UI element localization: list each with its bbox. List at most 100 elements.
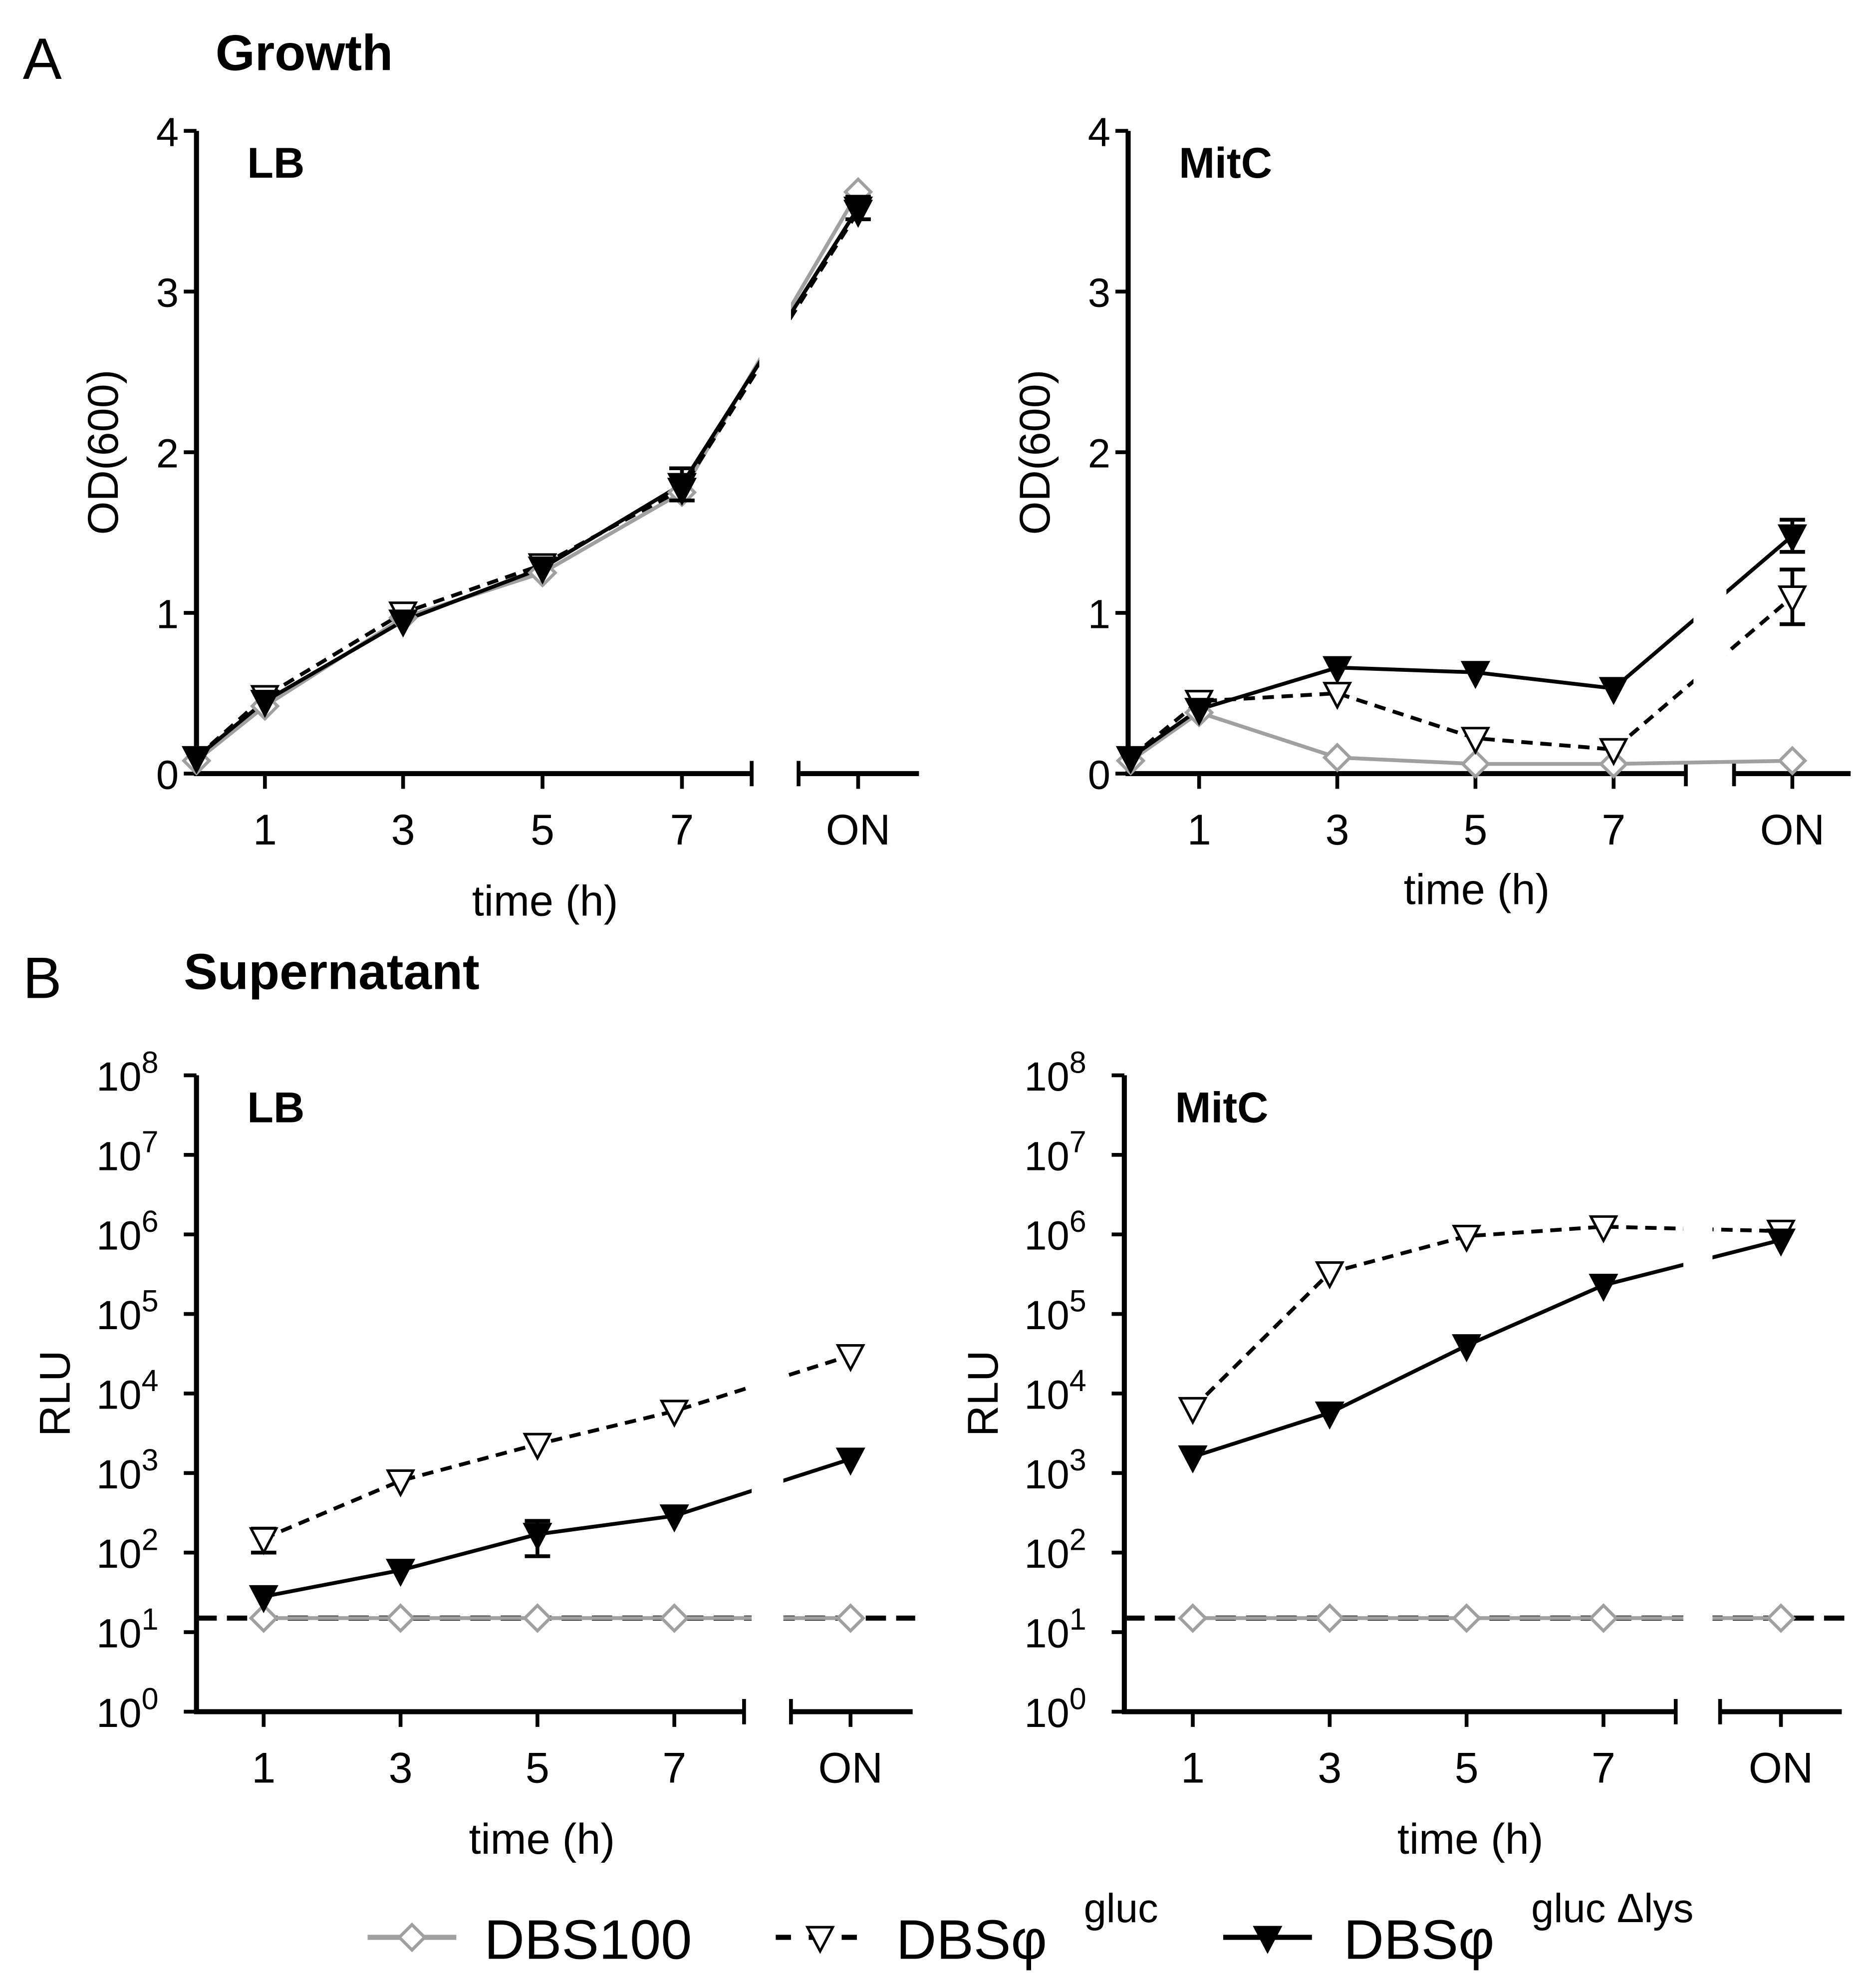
y-tick-label: 101 bbox=[1024, 1602, 1086, 1657]
y-tick-label: 2 bbox=[156, 431, 179, 477]
data-point-series-1 bbox=[249, 1527, 278, 1555]
x-tick-label: 3 bbox=[391, 806, 415, 854]
chart-title: MitC bbox=[1179, 139, 1272, 187]
y-tick-label: 4 bbox=[156, 110, 179, 155]
y-tick-label: 3 bbox=[1088, 271, 1110, 316]
y-tick-label: 106 bbox=[1024, 1204, 1086, 1259]
data-point-series-1 bbox=[385, 1469, 416, 1498]
data-point-series-2 bbox=[659, 1504, 689, 1533]
x-tick-label: 5 bbox=[531, 806, 554, 854]
y-tick-label: 1 bbox=[156, 591, 179, 637]
data-point-series-2 bbox=[667, 473, 697, 501]
y-axis-label: OD(600) bbox=[79, 370, 127, 535]
axis-break-gap bbox=[1683, 1075, 1713, 1674]
data-point-series-0 bbox=[249, 1603, 279, 1633]
data-point-series-2 bbox=[1315, 1401, 1344, 1430]
data-point-series-2 bbox=[1322, 656, 1352, 684]
x-tick-label: 7 bbox=[1592, 1744, 1615, 1792]
data-point-series-0 bbox=[659, 1603, 690, 1633]
x-tick-label: 1 bbox=[1187, 806, 1211, 854]
data-point-series-2 bbox=[843, 196, 873, 225]
data-point-series-2 bbox=[1777, 524, 1807, 553]
x-axis-label: time (h) bbox=[1397, 1815, 1544, 1863]
y-tick-label: 103 bbox=[96, 1443, 158, 1497]
y-tick-label: 2 bbox=[1088, 431, 1110, 477]
data-point-series-2 bbox=[1178, 1445, 1208, 1474]
y-tick-label: 100 bbox=[96, 1682, 158, 1736]
data-point-series-2 bbox=[249, 1585, 278, 1614]
x-tick-label: 3 bbox=[1318, 1744, 1341, 1792]
x-tick-label: 1 bbox=[1181, 1744, 1205, 1792]
legend-marker bbox=[1253, 1926, 1283, 1954]
panel-title-growth: Growth bbox=[216, 24, 393, 81]
x-tick-label: 7 bbox=[1602, 806, 1625, 854]
data-point-series-1 bbox=[1460, 727, 1491, 755]
data-point-series-0 bbox=[385, 1603, 416, 1633]
chart-title: LB bbox=[247, 1084, 304, 1132]
legend-marker bbox=[397, 1922, 427, 1953]
data-point-series-2 bbox=[1766, 1228, 1796, 1257]
axis-break-gap bbox=[1693, 131, 1727, 736]
legend-label: DBS100 bbox=[484, 1909, 692, 1971]
data-point-series-2 bbox=[1599, 677, 1628, 705]
data-point-series-2 bbox=[1589, 1274, 1618, 1302]
data-point-series-2 bbox=[385, 1559, 416, 1587]
chart-title: LB bbox=[247, 139, 304, 187]
x-tick-label: ON bbox=[826, 806, 891, 854]
y-tick-label: 108 bbox=[96, 1045, 158, 1100]
y-tick-label: 105 bbox=[1024, 1284, 1086, 1338]
data-point-series-1 bbox=[523, 1432, 552, 1461]
y-tick-label: 107 bbox=[1024, 1125, 1086, 1179]
data-point-series-0 bbox=[1451, 1603, 1482, 1633]
data-point-series-2 bbox=[250, 690, 280, 718]
y-tick-label: 102 bbox=[96, 1523, 158, 1577]
legend-label: DBSφ bbox=[1343, 1909, 1494, 1971]
axis-break-gap bbox=[759, 131, 791, 736]
y-tick-label: 3 bbox=[156, 271, 179, 316]
x-tick-label: 3 bbox=[1326, 806, 1349, 854]
series-line-2 bbox=[195, 207, 860, 759]
x-tick-label: ON bbox=[1749, 1744, 1814, 1792]
x-tick-label: 3 bbox=[389, 1744, 413, 1792]
y-tick-label: 102 bbox=[1024, 1523, 1086, 1577]
panel-letter-b: B bbox=[23, 945, 62, 1010]
y-tick-label: 103 bbox=[1024, 1443, 1086, 1497]
data-point-series-0 bbox=[1178, 1603, 1208, 1633]
data-point-series-0 bbox=[523, 1603, 552, 1633]
data-point-series-1 bbox=[659, 1400, 689, 1428]
y-tick-label: 105 bbox=[96, 1284, 158, 1338]
x-axis-label: time (h) bbox=[1404, 866, 1550, 914]
legend-label: DBSφ bbox=[896, 1909, 1047, 1971]
chart-b-mitc: MitC RLU 100 101 102 103 104 105 106 107 108 1 3 5 7 ON… bbox=[959, 1045, 1845, 1863]
x-tick-label: 5 bbox=[1463, 806, 1487, 854]
data-point-series-2 bbox=[1452, 1334, 1482, 1363]
x-tick-label: 1 bbox=[253, 806, 277, 854]
x-axis-label: time (h) bbox=[469, 1815, 615, 1863]
data-point-series-2 bbox=[182, 746, 212, 775]
data-point-series-0 bbox=[1589, 1603, 1618, 1633]
y-tick-label: 108 bbox=[1024, 1045, 1086, 1100]
y-tick-label: 106 bbox=[96, 1204, 158, 1259]
y-tick-label: 100 bbox=[1024, 1682, 1086, 1736]
chart-a-mitc: MitC OD(600) 0 1 2 3 4 1 3 5 7 ON time (h) bbox=[1011, 110, 1851, 914]
series-line-0 bbox=[195, 191, 860, 763]
x-tick-label: ON bbox=[1760, 806, 1825, 854]
x-axis-label: time (h) bbox=[472, 877, 618, 925]
data-point-series-2 bbox=[1460, 661, 1491, 689]
y-tick-label: 107 bbox=[96, 1125, 158, 1179]
data-point-series-1 bbox=[1178, 1397, 1208, 1425]
data-point-series-2 bbox=[388, 609, 418, 638]
chart-title: MitC bbox=[1175, 1084, 1268, 1132]
data-point-series-2 bbox=[528, 556, 557, 585]
data-point-series-0 bbox=[1460, 749, 1491, 779]
x-tick-label: ON bbox=[818, 1744, 883, 1792]
data-point-series-0 bbox=[1322, 742, 1352, 773]
data-point-series-1 bbox=[1599, 738, 1628, 767]
y-tick-label: 4 bbox=[1088, 110, 1110, 155]
y-axis-label: RLU bbox=[959, 1351, 1007, 1437]
data-point-series-0 bbox=[1777, 746, 1808, 776]
data-point-series-0 bbox=[1315, 1603, 1345, 1633]
y-tick-label: 0 bbox=[1088, 752, 1110, 798]
data-point-series-1 bbox=[835, 1344, 865, 1373]
data-point-series-1 bbox=[1315, 1261, 1344, 1290]
